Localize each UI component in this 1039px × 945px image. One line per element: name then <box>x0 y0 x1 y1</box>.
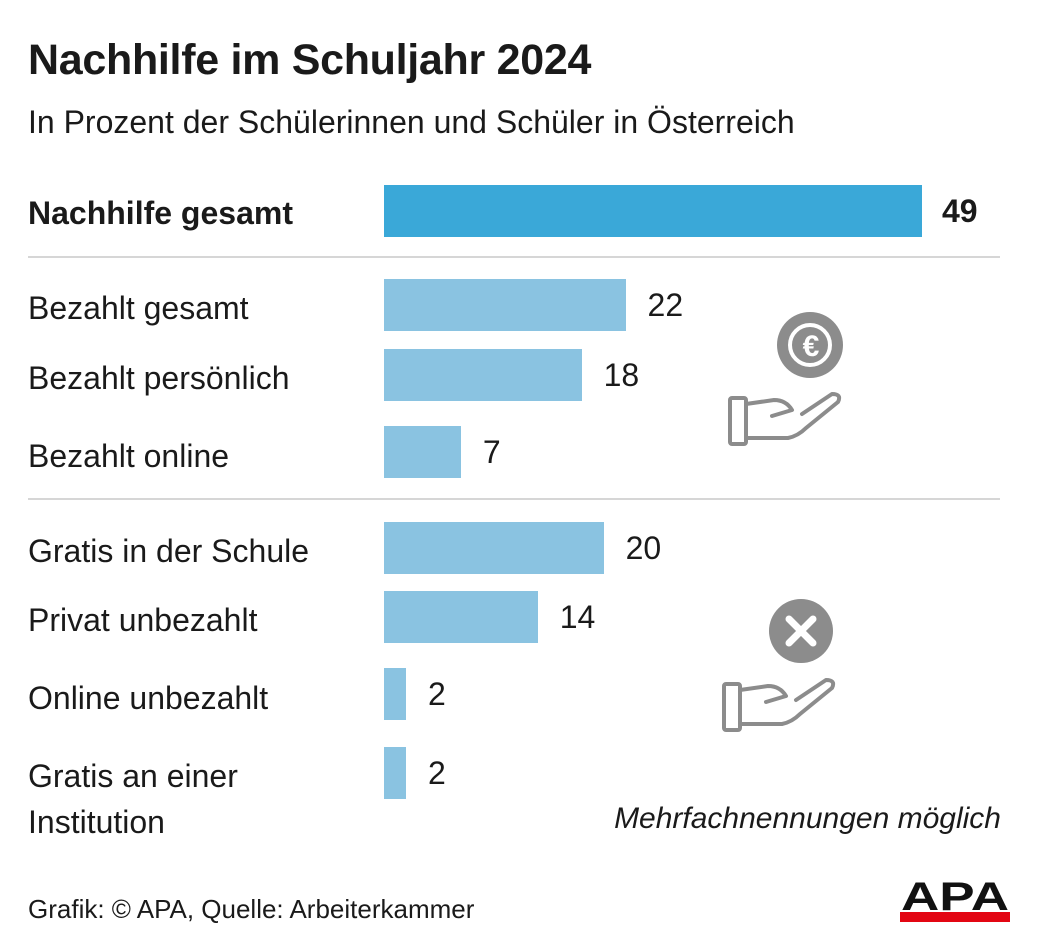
value-label-nachhilfe-gesamt: 49 <box>942 193 978 229</box>
category-label-bezahlt-online: Bezahlt online <box>28 438 230 474</box>
apa-logo: APA <box>900 876 1010 922</box>
bar-bezahlt-persoenlich <box>384 349 582 401</box>
bar-bezahlt-gesamt <box>384 279 626 331</box>
category-label-gratis-institution: Gratis an einer Institution <box>28 753 238 845</box>
category-label-line-2: Institution <box>28 804 165 840</box>
source-credit: Grafik: © APA, Quelle: Arbeiterkammer <box>28 894 475 924</box>
coin-icon <box>777 312 843 378</box>
chart-subtitle: In Prozent der Schülerinnen und Schüler … <box>28 104 795 140</box>
bar-privat-unbezahlt <box>384 591 538 643</box>
bar-gratis-institution <box>384 747 406 799</box>
divider-after-total <box>28 256 1000 258</box>
bar-gratis-schule <box>384 522 604 574</box>
value-label-privat-unbezahlt: 14 <box>559 599 596 635</box>
value-label-bezahlt-gesamt: 22 <box>647 287 684 323</box>
value-label-gratis-institution: 2 <box>427 755 446 791</box>
category-label-line-1: Gratis an einer <box>28 758 238 794</box>
bar-online-unbezahlt <box>384 668 406 720</box>
category-label-online-unbezahlt: Online unbezahlt <box>28 680 269 716</box>
chart-title: Nachhilfe im Schuljahr 2024 <box>28 36 592 84</box>
footnote-multiple-answers: Mehrfachnennungen möglich <box>614 802 1001 835</box>
divider-after-paid <box>28 498 1000 500</box>
x-circle-hand-icon <box>722 599 836 732</box>
category-label-bezahlt-persoenlich: Bezahlt persönlich <box>28 360 290 396</box>
category-label-bezahlt-gesamt: Bezahlt gesamt <box>28 290 249 326</box>
svg-text:€: € <box>803 330 820 363</box>
value-label-online-unbezahlt: 2 <box>427 676 446 712</box>
bar-bezahlt-online <box>384 426 461 478</box>
category-label-nachhilfe-gesamt: Nachhilfe gesamt <box>28 195 293 231</box>
value-label-bezahlt-online: 7 <box>482 434 501 470</box>
svg-text:APA: APA <box>901 876 1009 919</box>
category-label-gratis-schule: Gratis in der Schule <box>28 533 310 569</box>
value-label-bezahlt-persoenlich: 18 <box>603 357 640 393</box>
value-label-gratis-schule: 20 <box>625 530 662 566</box>
euro-coin-hand-icon: € <box>728 312 843 446</box>
bar-nachhilfe-gesamt <box>384 185 922 237</box>
category-label-privat-unbezahlt: Privat unbezahlt <box>28 602 258 638</box>
